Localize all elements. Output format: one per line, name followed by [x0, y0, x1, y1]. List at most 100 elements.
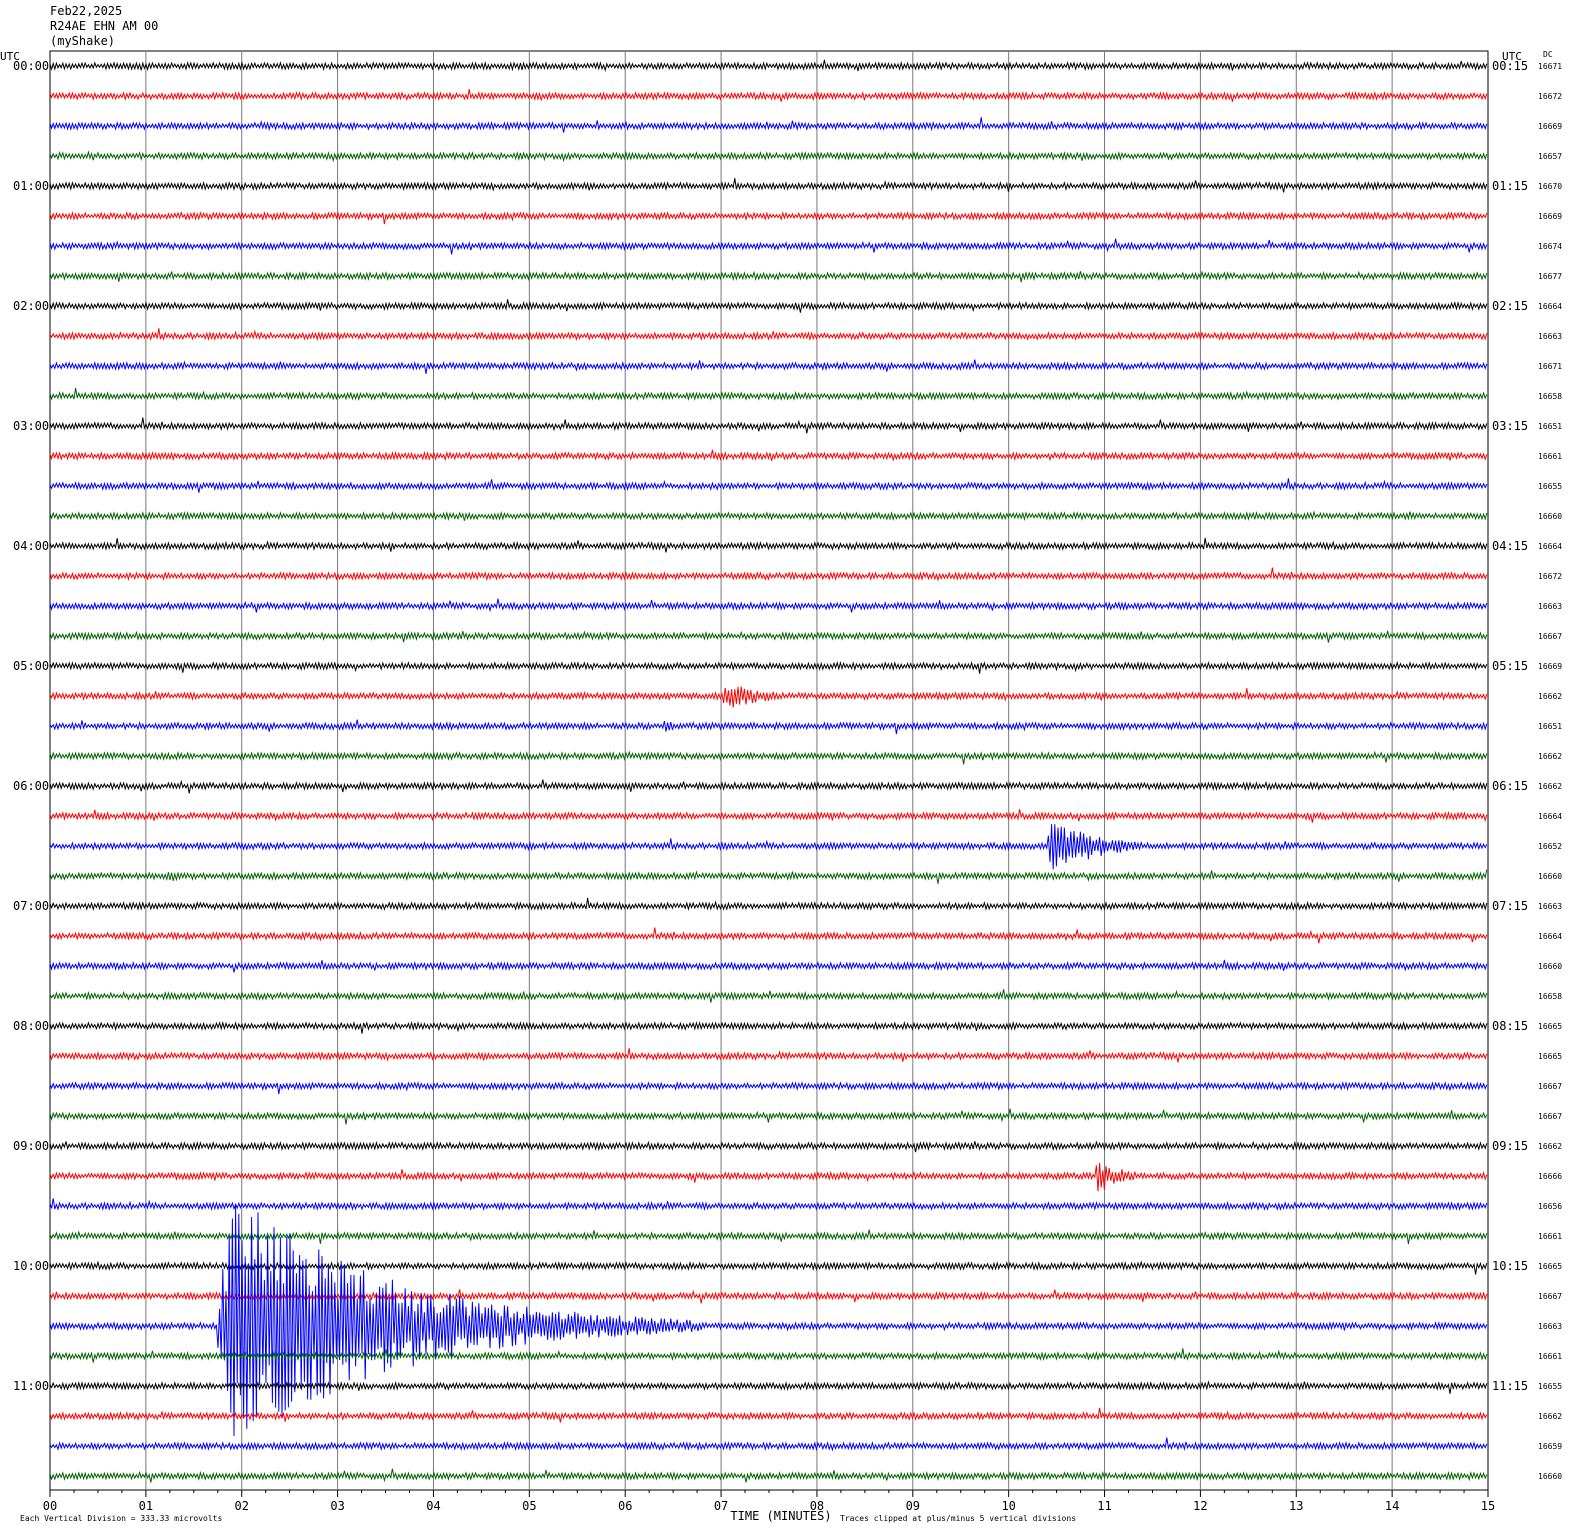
- left-time-label: 02:00: [13, 299, 49, 313]
- trace-row-10: [49, 359, 1488, 374]
- right-time-label: 08:15: [1492, 1019, 1528, 1033]
- dc-offset-label: 16663: [1538, 332, 1562, 341]
- left-axis-label: UTC: [0, 50, 20, 63]
- dc-offset-label: 16664: [1538, 932, 1562, 941]
- dc-offset-label: 16662: [1538, 1412, 1562, 1421]
- trace-row-29: [49, 927, 1488, 944]
- trace-row-27: [49, 869, 1488, 884]
- trace-row-3: [49, 150, 1488, 163]
- right-time-label: 03:15: [1492, 419, 1528, 433]
- dc-offset-label: 16665: [1538, 1262, 1562, 1271]
- dc-offset-label: 16667: [1538, 1112, 1562, 1121]
- trace-row-2: [49, 117, 1488, 133]
- x-tick-label: 11: [1097, 1499, 1111, 1513]
- trace-row-19: [49, 630, 1488, 643]
- dc-offset-label: 16672: [1538, 572, 1562, 581]
- trace-row-1: [49, 89, 1488, 102]
- left-time-label: 09:00: [13, 1139, 49, 1153]
- x-tick-label: 13: [1289, 1499, 1303, 1513]
- x-tick-label: 10: [1001, 1499, 1015, 1513]
- dc-offset-label: 16663: [1538, 602, 1562, 611]
- dc-offset-label: 16674: [1538, 242, 1562, 251]
- left-time-label: 11:00: [13, 1379, 49, 1393]
- trace-row-13: [49, 449, 1488, 462]
- x-tick-label: 03: [330, 1499, 344, 1513]
- right-time-label: 10:15: [1492, 1259, 1528, 1273]
- trace-row-18: [49, 598, 1488, 613]
- trace-row-46: [49, 1437, 1488, 1452]
- right-time-label: 01:15: [1492, 179, 1528, 193]
- left-time-label: 05:00: [13, 659, 49, 673]
- trace-row-25: [49, 809, 1488, 823]
- dc-offset-label: 16661: [1538, 1352, 1562, 1361]
- dc-offset-label: 16660: [1538, 962, 1562, 971]
- trace-row-36: [49, 1140, 1488, 1153]
- x-tick-label: 12: [1193, 1499, 1207, 1513]
- trace-row-37: [49, 1162, 1488, 1192]
- dc-offset-label: 16665: [1538, 1052, 1562, 1061]
- dc-offset-label: 16671: [1538, 362, 1562, 371]
- dc-offset-label: 16662: [1538, 692, 1562, 701]
- trace-row-44: [49, 1380, 1488, 1394]
- trace-row-39: [49, 1229, 1488, 1245]
- dc-offset-label: 16662: [1538, 1142, 1562, 1151]
- trace-row-43: [49, 1348, 1488, 1363]
- dc-offset-label: 16664: [1538, 302, 1562, 311]
- trace-row-17: [49, 567, 1488, 582]
- left-time-label: 04:00: [13, 539, 49, 553]
- x-tick-label: 09: [906, 1499, 920, 1513]
- dc-offset-label: 16659: [1538, 1442, 1562, 1451]
- dc-offset-label: 16652: [1538, 842, 1562, 851]
- x-tick-label: 15: [1481, 1499, 1495, 1513]
- plot-frame: [49, 50, 1489, 1491]
- x-tick-label: 00: [43, 1499, 57, 1513]
- dc-offset-label: 16667: [1538, 1292, 1562, 1301]
- dc-offset-label: 16663: [1538, 902, 1562, 911]
- trace-row-30: [49, 959, 1488, 973]
- x-tick-label: 14: [1385, 1499, 1399, 1513]
- trace-row-35: [49, 1108, 1488, 1125]
- dc-offset-label: 16669: [1538, 122, 1562, 131]
- trace-row-22: [49, 719, 1488, 735]
- header-station: R24AE EHN AM 00: [50, 19, 159, 33]
- left-time-label: 01:00: [13, 179, 49, 193]
- dc-offset-label: 16665: [1538, 1022, 1562, 1031]
- dc-offset-label: 16670: [1538, 182, 1562, 191]
- dc-offset-label: 16661: [1538, 1232, 1562, 1241]
- dc-offset-label: 16660: [1538, 512, 1562, 521]
- x-tick-label: 02: [235, 1499, 249, 1513]
- right-time-label: 05:15: [1492, 659, 1528, 673]
- trace-row-31: [49, 989, 1488, 1003]
- trace-row-21: [49, 686, 1488, 708]
- footer-clip-note: Traces clipped at plus/minus 5 vertical …: [840, 1514, 1076, 1523]
- trace-row-47: [49, 1468, 1488, 1483]
- trace-row-11: [49, 387, 1488, 402]
- right-axis-label: UTC: [1502, 50, 1522, 63]
- trace-row-5: [49, 210, 1488, 225]
- dc-offset-label: 16662: [1538, 782, 1562, 791]
- trace-row-15: [49, 510, 1488, 522]
- left-time-label: 10:00: [13, 1259, 49, 1273]
- left-time-label: 03:00: [13, 419, 49, 433]
- dc-offset-label: 16658: [1538, 992, 1562, 1001]
- dc-offset-label: 16656: [1538, 1202, 1562, 1211]
- right-time-label: 02:15: [1492, 299, 1528, 313]
- trace-row-24: [49, 779, 1488, 794]
- x-tick-label: 06: [618, 1499, 632, 1513]
- left-time-label: 07:00: [13, 899, 49, 913]
- trace-row-23: [49, 750, 1488, 765]
- left-time-label: 06:00: [13, 779, 49, 793]
- dc-offset-label: 16655: [1538, 1382, 1562, 1391]
- right-time-label: 11:15: [1492, 1379, 1528, 1393]
- trace-row-26: [49, 824, 1488, 870]
- trace-row-9: [49, 328, 1488, 342]
- dc-offset-label: 16661: [1538, 452, 1562, 461]
- dc-offset-label: 16663: [1538, 1322, 1562, 1331]
- dc-offset-label: 16658: [1538, 392, 1562, 401]
- dc-offset-label: 16664: [1538, 542, 1562, 551]
- header-network: (myShake): [50, 34, 116, 48]
- dc-offset-label: 16669: [1538, 662, 1562, 671]
- right-time-label: 07:15: [1492, 899, 1528, 913]
- trace-row-20: [49, 660, 1488, 674]
